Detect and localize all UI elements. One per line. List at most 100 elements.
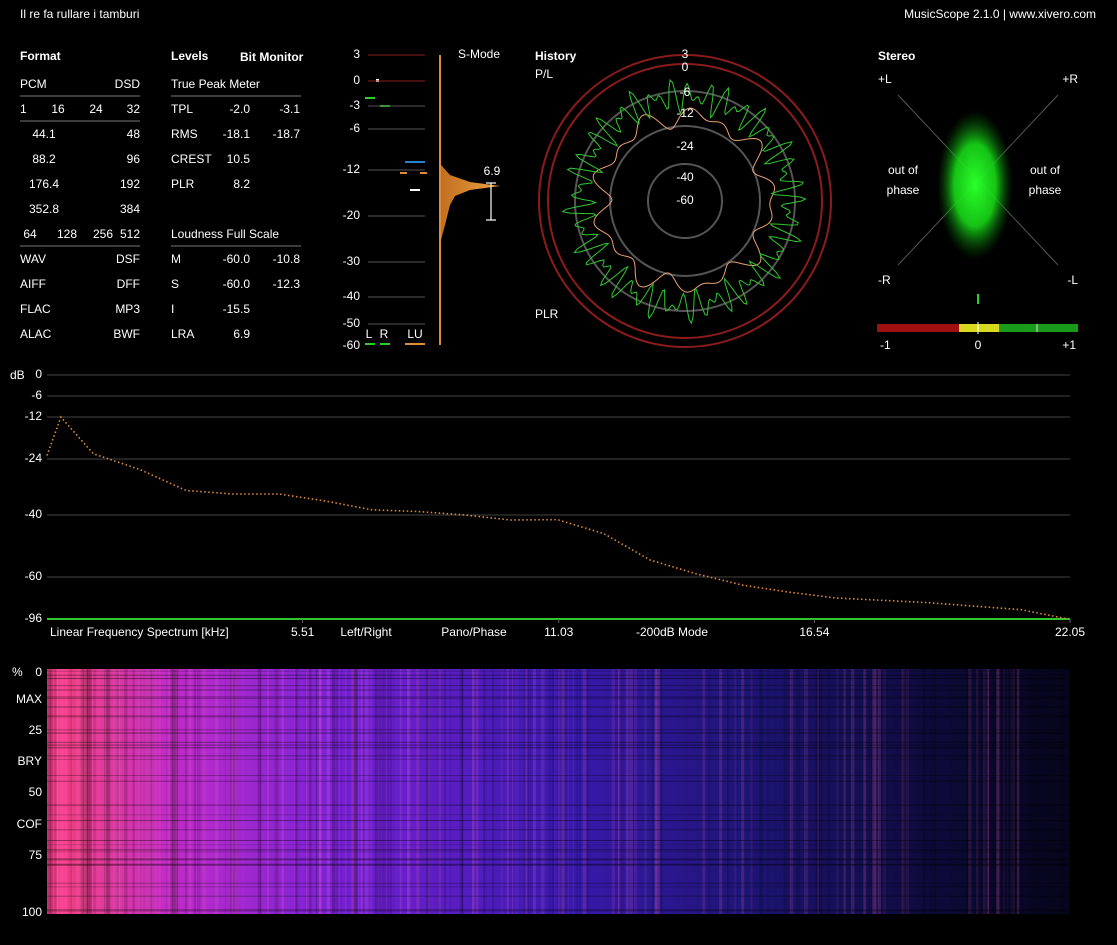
spectrogram-texture xyxy=(233,669,238,914)
spectrogram-texture xyxy=(257,669,262,914)
spectrogram-texture xyxy=(90,669,92,914)
format-separators xyxy=(20,95,301,247)
spectrogram-texture xyxy=(55,669,58,914)
spectrogram-texture xyxy=(863,669,865,914)
mode-button[interactable]: -200dB Mode xyxy=(636,625,708,639)
format-option: 176.4 xyxy=(29,177,59,191)
loudness-value: -60.0 xyxy=(223,252,251,266)
spectrogram-texture xyxy=(850,669,855,914)
spectrogram-texture xyxy=(883,669,886,914)
y-tick-label: -24 xyxy=(25,451,43,465)
spectrogram-texture xyxy=(361,669,363,914)
x-tick-label: 5.51 xyxy=(291,625,315,639)
loudness-label: LRA xyxy=(171,327,194,341)
loudness-value: 6.9 xyxy=(233,327,250,341)
spectrogram-texture xyxy=(358,669,360,914)
spectrogram-texture xyxy=(727,669,729,914)
spectrogram-texture xyxy=(47,741,1070,743)
spectrogram-texture xyxy=(214,669,218,914)
spectrogram-texture xyxy=(47,820,1070,822)
spectrogram-texture xyxy=(876,669,879,914)
spectrogram-texture xyxy=(70,669,73,914)
spectrogram-texture xyxy=(863,669,867,914)
spectrogram-texture xyxy=(77,669,80,914)
section-title: Loudness Full Scale xyxy=(171,227,279,241)
spectrogram-texture xyxy=(347,669,350,914)
spectrogram-texture xyxy=(47,886,1070,888)
spectrogram-texture xyxy=(619,669,623,914)
spectrogram-texture xyxy=(47,755,1070,757)
spectrogram-texture xyxy=(741,669,745,914)
mode-button[interactable]: Left/Right xyxy=(340,625,392,639)
spectrogram-texture xyxy=(579,669,581,914)
spectrogram-texture xyxy=(123,669,128,914)
spectrogram-texture xyxy=(787,669,792,914)
mode-button[interactable]: Pano/Phase xyxy=(441,625,507,639)
spectrogram-texture xyxy=(492,669,495,914)
spectrogram-texture xyxy=(229,669,233,914)
spectrogram-texture xyxy=(391,669,395,914)
spectrogram-texture xyxy=(47,674,1070,676)
format-option: 352.8 xyxy=(29,202,59,216)
spectrogram-texture xyxy=(187,669,189,914)
spectrogram-texture xyxy=(49,669,52,914)
x-tick-label: 22.05 xyxy=(1055,625,1085,639)
spectrogram-texture xyxy=(836,669,839,914)
spectrogram-texture xyxy=(750,669,753,914)
loudness-value: -12.3 xyxy=(273,277,301,291)
loudness-label: I xyxy=(171,302,174,316)
spectrogram-texture xyxy=(345,669,348,914)
spectrogram-texture xyxy=(306,669,308,914)
spectrogram-texture xyxy=(407,669,411,914)
format-option: 24 xyxy=(89,102,103,116)
spectrogram-texture xyxy=(655,669,657,914)
spectrogram-texture xyxy=(132,669,135,914)
level-value: -18.1 xyxy=(223,127,251,141)
spectrogram-texture xyxy=(49,669,52,914)
spectrogram-texture xyxy=(331,669,336,914)
spectrogram-texture xyxy=(353,669,358,914)
y-tick-label: -6 xyxy=(31,388,42,402)
spectrogram-texture xyxy=(558,669,560,914)
spectrogram-texture xyxy=(815,669,819,914)
spectrogram-tick: BRY xyxy=(18,754,42,768)
meter-tick-label: 3 xyxy=(353,47,360,61)
spectrogram-texture xyxy=(316,669,318,914)
meter-tick-label: -30 xyxy=(343,254,361,268)
format-option: BWF xyxy=(113,327,140,341)
spectrogram-texture xyxy=(305,669,309,914)
level-label: TPL xyxy=(171,102,193,116)
format-option: WAV xyxy=(20,252,46,266)
meter-tick-label: -3 xyxy=(349,98,360,112)
spectrogram-texture xyxy=(525,669,528,914)
spectrogram-texture xyxy=(47,698,1070,700)
spectrogram-texture xyxy=(901,669,905,914)
spectrogram-texture xyxy=(47,804,1070,806)
spectrogram-texture xyxy=(59,669,62,914)
spectrogram-texture xyxy=(416,669,419,914)
meter-tick-label: -6 xyxy=(349,121,360,135)
spectrogram-texture xyxy=(319,669,322,914)
x-axis-label: Linear Frequency Spectrum [kHz] xyxy=(50,625,229,639)
spectrogram-texture xyxy=(379,669,382,914)
spectrogram-texture xyxy=(154,669,157,914)
spectrogram-texture xyxy=(922,669,926,914)
spectrogram-texture xyxy=(929,669,932,914)
spectrogram-texture xyxy=(654,669,658,914)
phase-label: out of xyxy=(1030,163,1061,177)
spectrogram-texture xyxy=(109,669,111,914)
spectrogram-texture xyxy=(224,669,227,914)
spectrogram-texture xyxy=(567,669,569,914)
spectrogram-texture xyxy=(276,669,278,914)
spectrogram-texture xyxy=(105,669,110,914)
meter-tick-label: -60 xyxy=(343,338,361,352)
meter-scale xyxy=(365,55,500,345)
spectrogram-texture xyxy=(540,669,545,914)
loudness-value: -15.5 xyxy=(223,302,251,316)
spectrogram-texture xyxy=(47,910,1070,912)
spectrogram-texture xyxy=(47,758,1070,760)
spectrogram-texture xyxy=(532,669,536,914)
spectrogram-texture xyxy=(572,669,574,914)
spectrogram-texture xyxy=(370,669,372,914)
